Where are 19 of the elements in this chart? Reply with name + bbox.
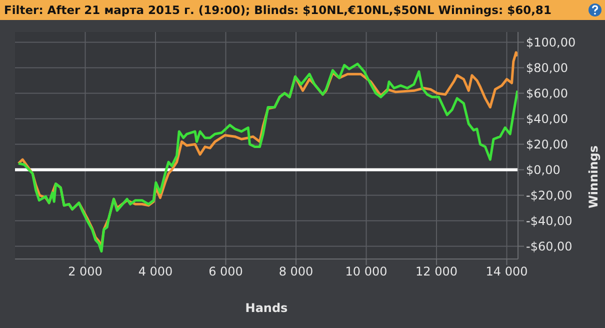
x-tick-label: 6 000 [208, 264, 243, 279]
chart-title: Filter: After 21 марта 2015 г. (19:00); Blinds: $10NL,€10NL,$50NL Winnings: $60,81 [0, 0, 605, 20]
x-axis-title: Hands [245, 301, 288, 315]
x-tick-label: 14 000 [486, 264, 528, 279]
x-tick-label: 2 000 [68, 264, 102, 279]
y-tick-label: $40,00 [526, 112, 568, 126]
y-tick-label: -$60,00 [526, 240, 572, 254]
x-tick-label: 10 000 [345, 264, 388, 279]
y-tick-label: -$40,00 [526, 214, 572, 228]
y-axis-title: Winnings [586, 146, 600, 208]
y-tick-label: $0,00 [526, 162, 560, 177]
y-tick-label: -$20,00 [526, 188, 572, 202]
x-tick-label: 12 000 [416, 264, 458, 279]
x-tick-label: 8 000 [278, 264, 314, 279]
y-tick-label: $60,00 [526, 86, 568, 100]
y-tick-label: $20,00 [526, 137, 568, 152]
y-tick-label: $100,00 [526, 35, 576, 50]
y-tick-label: $80,00 [526, 60, 568, 75]
x-tick-label: 4 000 [138, 264, 173, 279]
